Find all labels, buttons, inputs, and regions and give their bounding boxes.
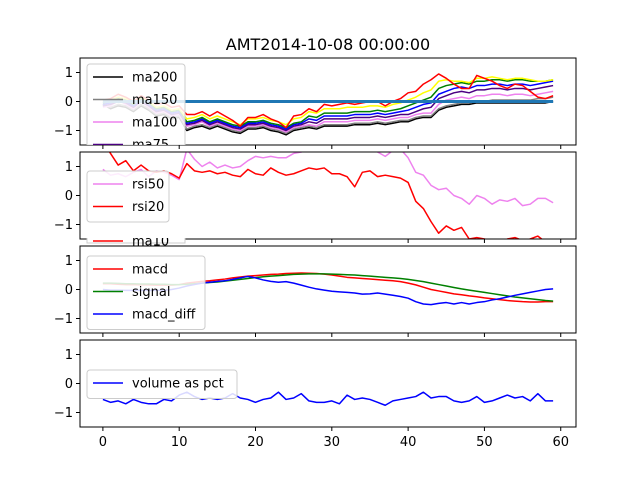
legend-label: ma100 — [132, 116, 177, 131]
legend-label: rsi20 — [132, 200, 164, 215]
y-tick-label: −1 — [54, 218, 73, 233]
y-tick-label: 1 — [65, 160, 73, 175]
chart-title: AMT2014-10-08 00:00:00 — [226, 35, 430, 54]
chart-panels: −1 0 1 ma200 ma150 ma100 ma75 −1 0 1 rsi50 rsi20 −1 0… — [54, 57, 577, 450]
legend: volume as pct — [86, 369, 238, 399]
y-tick-label: 0 — [65, 377, 73, 392]
y-tick-label: 0 — [65, 189, 73, 204]
legend-label: volume as pct — [132, 377, 224, 392]
y-tick-label: −1 — [54, 124, 73, 139]
legend-label: macd_diff — [132, 308, 196, 323]
x-tick-label: 10 — [171, 435, 188, 450]
panel-rsi: −1 0 1 rsi50 rsi20 — [54, 151, 577, 243]
legend-label: ma150 — [132, 93, 177, 108]
legend-label: ma200 — [132, 71, 177, 86]
y-tick-label: 1 — [65, 66, 73, 81]
y-tick-label: 1 — [65, 348, 73, 363]
legend: ma200 ma150 ma100 ma75 — [86, 63, 186, 153]
series-line-rsi20 — [108, 152, 543, 239]
legend-label: macd — [132, 263, 168, 278]
legend-label: ma75 — [132, 138, 169, 153]
legend-label: signal — [132, 285, 170, 300]
x-tick-label: 20 — [247, 435, 264, 450]
panel-moving-averages: −1 0 1 ma200 ma150 ma100 ma75 — [54, 57, 577, 153]
legend-box — [86, 255, 206, 330]
y-tick-label: 0 — [65, 283, 73, 298]
legend-box — [86, 369, 238, 399]
y-tick-label: −1 — [54, 406, 73, 421]
y-tick-label: −1 — [54, 312, 73, 327]
x-tick-label: 50 — [476, 435, 493, 450]
legend: macd signal macd_diff — [86, 255, 206, 330]
overflow-mask — [86, 230, 186, 238]
x-tick-label: 0 — [99, 435, 107, 450]
legend-label: rsi50 — [132, 178, 164, 193]
series-group — [102, 152, 554, 239]
legend: rsi50 rsi20 — [86, 170, 170, 223]
x-tick-label: 30 — [324, 435, 341, 450]
legend-box — [86, 63, 186, 145]
series-line-rsi50 — [102, 152, 554, 207]
x-tick-label: 60 — [552, 435, 569, 450]
x-tick-label: 40 — [400, 435, 417, 450]
y-tick-label: 1 — [65, 254, 73, 269]
y-tick-label: 0 — [65, 95, 73, 110]
